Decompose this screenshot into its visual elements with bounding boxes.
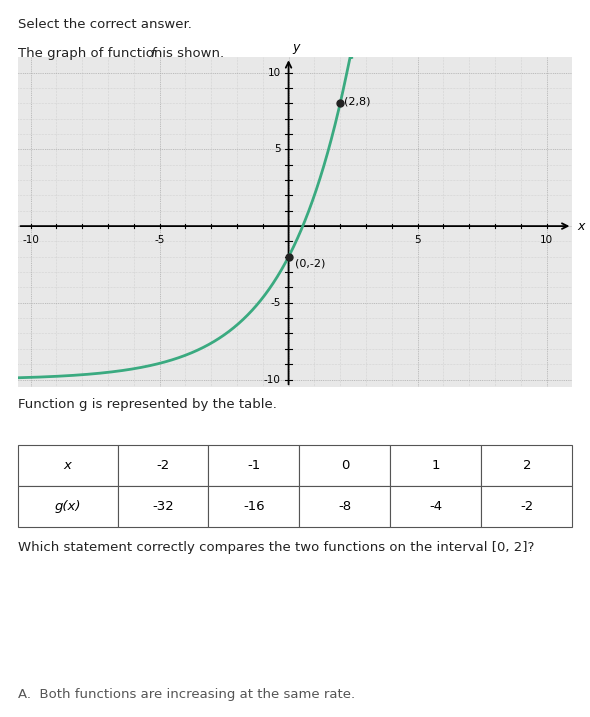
Text: x: x (578, 219, 585, 232)
Text: -1: -1 (247, 459, 261, 472)
Text: x: x (64, 459, 71, 472)
Text: -8: -8 (338, 500, 352, 513)
Text: 10: 10 (268, 67, 281, 77)
Text: 1: 1 (432, 459, 440, 472)
Text: Function g is represented by the table.: Function g is represented by the table. (18, 398, 277, 411)
Text: A.  Both functions are increasing at the same rate.: A. Both functions are increasing at the … (18, 688, 355, 701)
Text: -5: -5 (270, 298, 281, 308)
Text: Select the correct answer.: Select the correct answer. (18, 18, 192, 31)
Text: -32: -32 (152, 500, 174, 513)
Text: 2: 2 (523, 459, 531, 472)
Text: Which statement correctly compares the two functions on the interval [0, 2]?: Which statement correctly compares the t… (18, 541, 534, 554)
Text: -2: -2 (520, 500, 533, 513)
Text: 0: 0 (341, 459, 349, 472)
Text: -10: -10 (264, 374, 281, 384)
Text: (2,8): (2,8) (344, 97, 371, 107)
Text: -2: -2 (156, 459, 170, 472)
Text: (0,-2): (0,-2) (295, 258, 325, 268)
Text: 5: 5 (274, 144, 281, 154)
Text: 5: 5 (414, 234, 421, 244)
Text: The graph of function: The graph of function (18, 47, 166, 60)
Text: f: f (150, 47, 155, 60)
Text: g(x): g(x) (54, 500, 81, 513)
Text: -4: -4 (430, 500, 442, 513)
Text: 10: 10 (540, 234, 553, 244)
Text: -5: -5 (155, 234, 165, 244)
Text: -10: -10 (22, 234, 39, 244)
Text: is shown.: is shown. (158, 47, 224, 60)
Text: y: y (293, 42, 300, 54)
Text: -16: -16 (243, 500, 265, 513)
